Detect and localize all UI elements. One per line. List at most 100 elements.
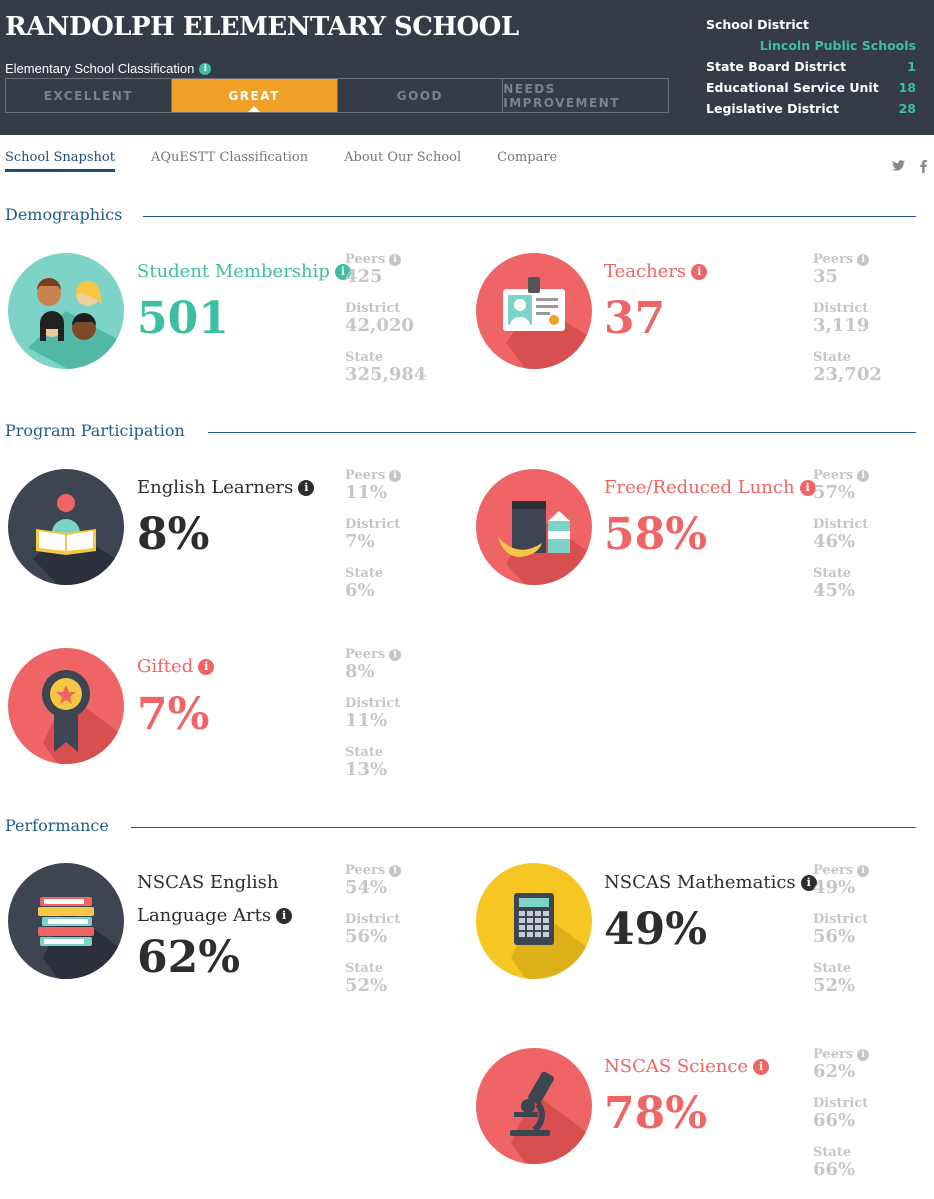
state-value: 45% — [813, 580, 856, 601]
peers-label: Peers i — [345, 252, 455, 267]
district-label: District — [813, 1096, 869, 1111]
peers-label: Peers i — [813, 252, 923, 267]
district-label: District — [345, 912, 401, 927]
state-label: State — [813, 1145, 852, 1160]
classification-great[interactable]: GREAT — [171, 79, 338, 112]
info-icon[interactable]: i — [857, 864, 870, 877]
peers-label-text: Peers — [345, 863, 386, 878]
gifted-value: 7% — [137, 689, 210, 740]
classification-label-text: Elementary School Classification — [5, 61, 195, 76]
info-icon[interactable]: i — [857, 1048, 870, 1061]
classification-needs-improvement[interactable]: NEEDS IMPROVEMENT — [503, 81, 620, 110]
nscas-ela-label-line2: Language Arts — [137, 905, 272, 926]
peers-value: 49% — [813, 877, 856, 898]
nscas-math-label-text: NSCAS Mathematics — [604, 872, 796, 893]
tab-school-snapshot[interactable]: School Snapshot — [5, 150, 115, 172]
esu-value: 18 — [898, 80, 916, 95]
microscope-icon — [476, 1048, 592, 1164]
legislative-label: Legislative District — [706, 101, 839, 116]
tab-compare[interactable]: Compare — [497, 150, 558, 165]
info-icon[interactable]: i — [276, 908, 293, 924]
free-reduced-lunch-compare: Peers i 57% District 46% State 45% — [813, 468, 923, 615]
info-icon[interactable]: i — [857, 469, 870, 482]
section-divider — [208, 432, 916, 433]
tab-about-our-school[interactable]: About Our School — [344, 150, 462, 165]
peers-label: Peers i — [813, 863, 923, 878]
info-icon[interactable]: i — [389, 864, 402, 877]
info-icon[interactable]: i — [753, 1059, 770, 1075]
info-icon[interactable]: i — [389, 469, 402, 482]
peers-label: Peers i — [813, 1047, 923, 1062]
school-district-label: School District — [706, 17, 810, 32]
teachers-label: Teachers i — [604, 258, 708, 286]
state-value: 325,984 — [345, 364, 427, 385]
section-performance: Performance — [5, 816, 109, 835]
classification-good[interactable]: GOOD — [338, 79, 504, 112]
classification-excellent[interactable]: EXCELLENT — [6, 79, 172, 112]
gifted-label-text: Gifted — [137, 656, 194, 677]
info-icon[interactable]: i — [198, 659, 215, 675]
lunch-bag-icon — [476, 469, 592, 585]
info-icon[interactable]: i — [857, 253, 870, 266]
info-icon[interactable]: i — [199, 62, 212, 75]
facebook-icon[interactable] — [920, 160, 927, 177]
peers-label-text: Peers — [813, 863, 854, 878]
nscas-ela-label-line1: NSCAS English — [137, 872, 279, 893]
teachers-compare: Peers i 35 District 3,119 State 23,702 — [813, 252, 923, 399]
state-label: State — [345, 745, 384, 760]
peers-label-text: Peers — [813, 1047, 854, 1062]
state-value: 66% — [813, 1159, 856, 1180]
peers-label-text: Peers — [813, 468, 854, 483]
english-learners-value: 8% — [137, 509, 210, 560]
state-value: 52% — [345, 975, 388, 996]
peers-label: Peers i — [345, 863, 455, 878]
info-icon[interactable]: i — [800, 875, 817, 891]
info-icon[interactable]: i — [799, 480, 816, 496]
twitter-icon[interactable] — [892, 160, 905, 175]
esu-row: Educational Service Unit 18 — [706, 77, 916, 98]
free-reduced-lunch-label-text: Free/Reduced Lunch — [604, 477, 795, 498]
peers-value: 57% — [813, 482, 856, 503]
nscas-science-value: 78% — [604, 1088, 708, 1139]
tab-aquestt-classification[interactable]: AQuESTT Classification — [150, 150, 309, 165]
info-icon[interactable]: i — [389, 253, 402, 266]
state-label: State — [345, 566, 384, 581]
info-icon[interactable]: i — [298, 480, 315, 496]
school-district-value-row: Lincoln Public Schools — [706, 35, 916, 56]
state-value: 52% — [813, 975, 856, 996]
legislative-row: Legislative District 28 — [706, 98, 916, 119]
info-icon[interactable]: i — [334, 264, 351, 280]
district-label: District — [813, 517, 869, 532]
state-value: 23,702 — [813, 364, 882, 385]
section-program-participation: Program Participation — [5, 421, 185, 440]
peers-value: 11% — [345, 482, 388, 503]
state-value: 6% — [345, 580, 375, 601]
nscas-math-value: 49% — [604, 904, 708, 955]
district-value: 56% — [813, 926, 856, 947]
nscas-math-label: NSCAS Mathematics i — [604, 869, 817, 897]
district-info: School District Lincoln Public Schools S… — [706, 14, 916, 119]
school-district-value[interactable]: Lincoln Public Schools — [759, 38, 916, 53]
section-divider — [143, 216, 916, 217]
peers-label-text: Peers — [345, 252, 386, 267]
student-membership-label: Student Membership i — [137, 258, 351, 286]
district-label: District — [345, 517, 401, 532]
school-header: RANDOLPH ELEMENTARY SCHOOL Elementary Sc… — [0, 0, 934, 135]
school-name: RANDOLPH ELEMENTARY SCHOOL — [5, 12, 519, 42]
state-board-value: 1 — [907, 59, 916, 74]
district-value: 7% — [345, 531, 375, 552]
state-value: 13% — [345, 759, 388, 780]
teacher-badge-icon — [476, 253, 592, 369]
peers-label-text: Peers — [813, 252, 854, 267]
gifted-compare: Peers i 8% District 11% State 13% — [345, 647, 455, 794]
section-demographics: Demographics — [5, 205, 123, 224]
legislative-value: 28 — [898, 101, 916, 116]
english-learners-compare: Peers i 11% District 7% State 6% — [345, 468, 455, 615]
student-membership-label-text: Student Membership — [137, 261, 330, 282]
info-icon[interactable]: i — [389, 648, 402, 661]
tab-bar: School Snapshot AQuESTT Classification A… — [5, 150, 557, 172]
district-label: District — [345, 696, 401, 711]
nscas-science-compare: Peers i 62% District 66% State 66% — [813, 1047, 923, 1180]
district-value: 46% — [813, 531, 856, 552]
info-icon[interactable]: i — [691, 264, 708, 280]
